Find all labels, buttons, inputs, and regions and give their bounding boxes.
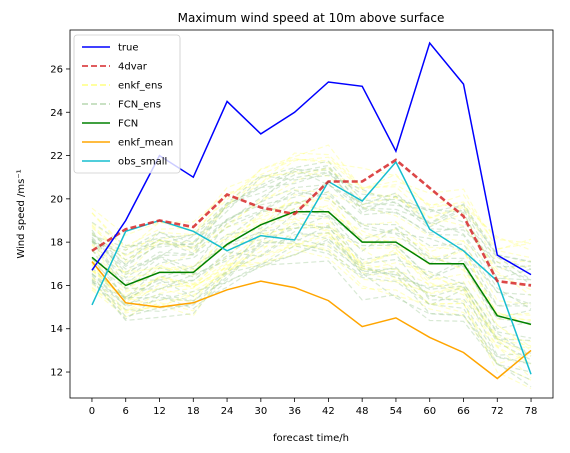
x-tick-label: 6 xyxy=(123,406,129,417)
fcn-ens-member-line xyxy=(91,245,532,388)
x-tick-label: 72 xyxy=(491,406,504,417)
enkf-ens-member-line xyxy=(91,158,532,247)
enkf-ens-member-line xyxy=(91,195,532,316)
legend-label: enkf_mean xyxy=(118,138,173,149)
x-tick-label: 18 xyxy=(187,406,200,417)
enkf-ens-member-line xyxy=(91,152,532,264)
enkf-ens-member-line xyxy=(91,231,532,365)
enkf-ens-member-line xyxy=(91,166,532,291)
fcn-ens-member-line xyxy=(91,260,532,381)
fcn-ens-member-line xyxy=(91,189,532,305)
fcn-ens-member-line xyxy=(91,192,532,296)
chart-title: Maximum wind speed at 10m above surface xyxy=(178,11,445,25)
fcn-ens-member-line xyxy=(91,190,532,307)
legend-label: FCN xyxy=(118,119,138,130)
legend-box xyxy=(73,34,181,174)
legend: true 4dvar enkf_ens FCN_ens FCN enkf_mean obs_… xyxy=(73,34,181,174)
enkf-ens-member-line xyxy=(91,217,532,347)
enkf-ens-member-line xyxy=(91,239,532,367)
x-tick-label: 24 xyxy=(221,406,234,417)
enkf-ens-member-line xyxy=(91,156,532,251)
fcn-ens-member-line xyxy=(91,212,532,339)
enkf-ens-member-line xyxy=(91,234,532,365)
fcn-ens-member-line xyxy=(91,207,532,320)
enkf-ens-member-line xyxy=(91,170,532,271)
y-tick-label: 26 xyxy=(50,64,63,75)
enkf-ens-member-line xyxy=(91,189,532,296)
x-tick-label: 66 xyxy=(457,406,470,417)
fcn-ens-member-line xyxy=(91,241,532,365)
fcn-ens-member-line xyxy=(91,171,532,281)
enkf-ens-member-line xyxy=(91,196,532,305)
series-line-obs-small xyxy=(91,160,532,375)
fcn-ens-member-line xyxy=(91,238,532,365)
series-line-enkf-mean xyxy=(91,261,532,380)
y-tick-label: 22 xyxy=(50,151,63,162)
enkf-ens-member-line xyxy=(91,201,532,322)
enkf-ens-member-line xyxy=(91,225,532,357)
fcn-ens-member-line xyxy=(91,200,532,307)
y-tick-label: 16 xyxy=(50,281,63,292)
x-tick-label: 0 xyxy=(89,406,95,417)
y-tick-label: 20 xyxy=(50,194,63,205)
enkf-ens-member-line xyxy=(91,220,532,348)
fcn-ens-member-line xyxy=(91,171,532,281)
ensemble-layer xyxy=(91,144,532,390)
legend-label: true xyxy=(118,43,139,54)
enkf-ens-member-line xyxy=(91,193,532,316)
enkf-ens-member-line xyxy=(91,243,532,364)
fcn-ens-member-line xyxy=(91,226,532,325)
fcn-ens-member-line xyxy=(91,241,532,356)
x-axis: 0 6 12 18 24 30 36 42 48 54 60 66 72 78 xyxy=(89,398,538,417)
y-axis-label: Wind speed /ms⁻¹ xyxy=(16,169,27,258)
y-tick-label: 18 xyxy=(50,238,63,249)
enkf-ens-member-line xyxy=(91,249,532,381)
x-axis-label: forecast time/h xyxy=(273,433,349,444)
plot-frame xyxy=(69,29,554,399)
fcn-ens-member-line xyxy=(91,183,532,310)
x-tick-label: 42 xyxy=(322,406,335,417)
x-tick-label: 36 xyxy=(288,406,301,417)
enkf-ens-member-line xyxy=(91,222,532,351)
fcn-ens-member-line xyxy=(91,230,532,357)
fcn-ens-member-line xyxy=(91,224,532,354)
x-tick-label: 60 xyxy=(423,406,436,417)
enkf-ens-member-line xyxy=(91,218,532,342)
legend-label: 4dvar xyxy=(118,62,148,73)
fcn-ens-member-line xyxy=(91,174,532,266)
y-tick-label: 14 xyxy=(50,324,63,335)
legend-label: enkf_ens xyxy=(118,81,163,92)
fcn-ens-member-line xyxy=(91,214,532,330)
x-tick-label: 12 xyxy=(153,406,166,417)
enkf-ens-member-line xyxy=(91,235,532,379)
fcn-ens-member-line xyxy=(91,232,532,361)
x-tick-label: 54 xyxy=(390,406,403,417)
enkf-ens-member-line xyxy=(91,144,532,251)
y-tick-label: 24 xyxy=(50,108,63,119)
x-tick-label: 78 xyxy=(525,406,538,417)
x-tick-label: 48 xyxy=(356,406,369,417)
fcn-ens-member-line xyxy=(91,164,532,285)
legend-label: FCN_ens xyxy=(118,100,161,111)
y-tick-label: 12 xyxy=(50,368,63,379)
enkf-ens-member-line xyxy=(91,232,532,349)
fcn-ens-member-line xyxy=(91,238,532,373)
legend-label: obs_small xyxy=(118,157,167,168)
series-line-4dvar xyxy=(91,158,532,287)
y-axis: 12 14 16 18 20 22 24 26 xyxy=(50,64,70,379)
fcn-ens-member-line xyxy=(91,160,532,270)
fcn-ens-member-line xyxy=(91,222,532,342)
enkf-ens-member-line xyxy=(91,158,532,252)
enkf-ens-member-line xyxy=(91,201,532,321)
fcn-ens-member-line xyxy=(91,183,532,280)
x-tick-label: 30 xyxy=(254,406,267,417)
